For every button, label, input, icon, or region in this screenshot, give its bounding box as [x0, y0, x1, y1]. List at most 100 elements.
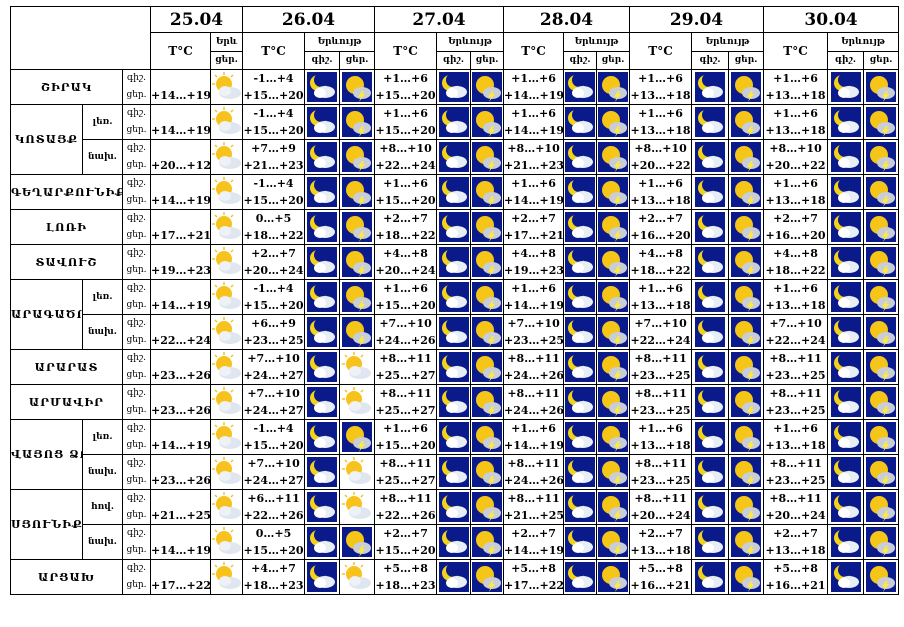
temp-cell: +4…+8 +18…+22 — [629, 244, 693, 280]
day-temp: +17…+22 — [151, 579, 211, 592]
night-temp: +8…+11 — [507, 492, 560, 505]
sun-thunder-icon — [342, 317, 373, 347]
day-icon-cell — [470, 69, 505, 105]
region-name: ԱՐԱՐԱՏ — [10, 349, 123, 385]
temp-cell: +1…+6 +15…+20 — [374, 279, 438, 315]
sun-thunder-icon — [472, 317, 503, 347]
region-name: ԱՐԱԳԱԾՈՏՆ — [10, 279, 83, 350]
temp-cell: +8…+11 +24…+26 — [503, 349, 565, 385]
day-icon-cell — [728, 69, 765, 105]
night-icon-cell — [563, 279, 598, 315]
day-label: ցեր. — [126, 440, 147, 450]
day-header: ցեր. — [339, 50, 376, 70]
day-temp: +16…+21 — [765, 579, 826, 592]
day-icon-cell — [596, 244, 631, 280]
night-temp: +8…+11 — [634, 387, 687, 400]
moon-cloud-icon — [830, 492, 861, 522]
sun-thunder-icon — [866, 317, 897, 347]
temp-cell: +14…+19 — [150, 524, 212, 560]
sun-thunder-icon — [598, 282, 629, 312]
region-name: ՍՅՈՒՆԻՔ — [10, 489, 83, 560]
moon-cloud-icon — [830, 212, 861, 242]
region-name: ԳԵՂԱՐՔՈՒՆԻՔ — [10, 174, 123, 210]
night-temp: +7…+9 — [251, 142, 296, 155]
day-icon-cell — [728, 104, 765, 140]
sun-cloud-icon — [212, 387, 242, 414]
day-temp: +20…+22 — [630, 159, 691, 172]
night-temp: +2…+7 — [638, 527, 683, 540]
sun-cloud-icon — [212, 247, 242, 274]
moon-cloud-icon — [695, 72, 726, 102]
night-temp: +1…+6 — [383, 282, 428, 295]
period-label: գիշ. ցեր. — [121, 139, 152, 175]
moon-cloud-icon — [438, 387, 469, 417]
night-temp: +8…+11 — [379, 352, 432, 365]
day-label: ցեր. — [126, 335, 147, 345]
temp-header: T°C — [629, 32, 693, 70]
night-temp: +8…+11 — [379, 457, 432, 470]
sun-thunder-icon — [731, 352, 762, 382]
day-temp: +20…+24 — [765, 509, 826, 522]
sun-thunder-icon — [472, 457, 503, 487]
weather-forecast-table: 25.04 26.04 27.04 28.04 29.04 30.04 T°C Երև T°C Ե… — [9, 6, 900, 595]
region-row: նախ. գիշ. ցեր. +20…+12 +7…+9 +21…+23 +8…+10 +2… — [11, 139, 900, 175]
sun-thunder-icon — [598, 177, 629, 207]
date-header: 27.04 — [374, 6, 505, 33]
day-temp: +22…+24 — [151, 334, 211, 347]
sun-cloud-icon — [212, 492, 242, 519]
day-icon-cell — [470, 349, 505, 385]
night-icon-cell — [436, 279, 472, 315]
temp-cell: +7…+9 +21…+23 — [242, 139, 306, 175]
region-name: ԱՐՄԱՎԻՐ — [10, 384, 123, 420]
night-label: գիշ. — [127, 108, 146, 118]
day-temp: +23…+25 — [630, 369, 691, 382]
sun-cloud-icon — [212, 562, 242, 589]
moon-cloud-icon — [830, 422, 861, 452]
day-icon-cell — [728, 174, 765, 210]
sun-thunder-icon — [866, 562, 897, 592]
night-icon-cell — [827, 314, 865, 350]
night-icon-cell — [304, 104, 341, 140]
night-temp: +2…+7 — [383, 212, 428, 225]
sun-thunder-icon — [598, 352, 629, 382]
weather-header: Երևույթ — [827, 32, 900, 52]
day-icon-cell — [863, 139, 900, 175]
day-temp: +21…+23 — [243, 159, 304, 172]
temp-cell: +1…+6 +13…+18 — [763, 279, 829, 315]
sun-thunder-icon — [866, 72, 897, 102]
moon-cloud-icon — [565, 457, 596, 487]
temp-cell: +1…+6 +15…+20 — [374, 419, 438, 455]
period-label: գիշ. ցեր. — [121, 279, 152, 315]
sun-cloud-icon — [212, 527, 242, 554]
date-header: 28.04 — [503, 6, 631, 33]
day-temp: +24…+26 — [504, 474, 564, 487]
day-icon-cell — [863, 384, 900, 420]
date-header: 25.04 — [150, 6, 244, 33]
day-temp: +15…+20 — [243, 544, 304, 557]
temp-header: T°C — [150, 32, 212, 70]
day-temp: +14…+19 — [504, 299, 564, 312]
moon-cloud-icon — [438, 247, 469, 277]
night-icon-cell — [563, 384, 598, 420]
night-icon-cell — [691, 349, 730, 385]
moon-cloud-icon — [438, 562, 469, 592]
night-temp: +2…+7 — [511, 527, 556, 540]
night-icon-cell — [563, 209, 598, 245]
day-temp: +15…+20 — [375, 89, 436, 102]
temp-cell: +8…+11 +23…+25 — [629, 384, 693, 420]
day-temp: +18…+22 — [243, 229, 304, 242]
sun-cloud-icon — [342, 492, 372, 519]
day-temp: +23…+25 — [765, 369, 826, 382]
sun-thunder-icon — [598, 387, 629, 417]
moon-cloud-icon — [695, 247, 726, 277]
temp-cell: +2…+7 +18…+22 — [374, 209, 438, 245]
day-temp: +15…+20 — [375, 439, 436, 452]
day-temp: +14…+19 — [504, 124, 564, 137]
sun-thunder-icon — [866, 212, 897, 242]
region-row: ԱՐԱԳԱԾՈՏՆլեռ. գիշ. ցեր. +14…+19 -1…+4 +15…+2… — [10, 279, 900, 350]
sun-thunder-icon — [342, 212, 373, 242]
day-temp: +24…+26 — [504, 369, 564, 382]
sun-thunder-icon — [866, 422, 897, 452]
day-icon-cell — [863, 279, 900, 315]
day-icon-cell — [470, 139, 505, 175]
